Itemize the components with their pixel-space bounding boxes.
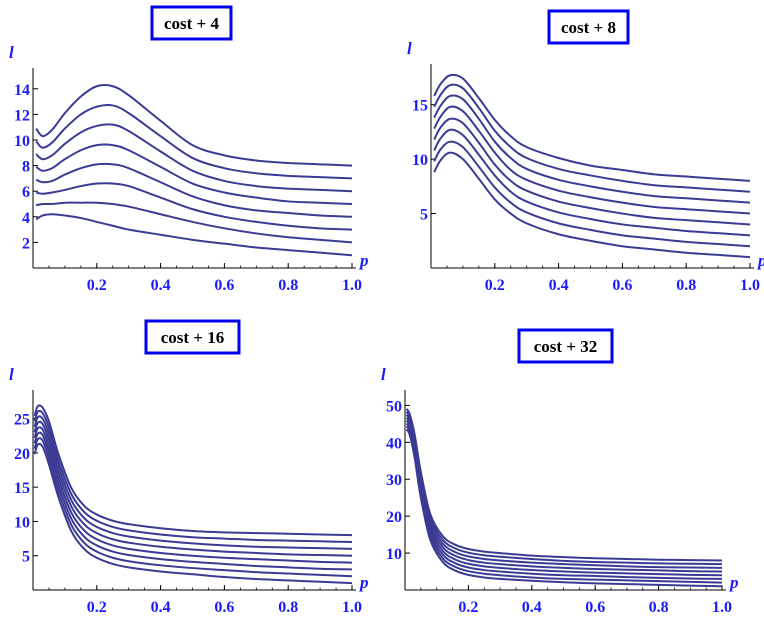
series-line-7 <box>33 409 353 543</box>
x-tick-label: 0.2 <box>458 599 478 616</box>
x-tick-label: 1.0 <box>712 599 732 616</box>
y-tick-label: 4 <box>22 210 30 227</box>
y-tick-label: 20 <box>14 446 30 463</box>
chart-title-box <box>547 9 630 45</box>
y-tick-label: 50 <box>386 398 402 415</box>
series-line-1 <box>35 213 353 257</box>
series-line-8 <box>405 408 723 562</box>
x-tick-label: 0.2 <box>485 277 505 294</box>
series-line-5 <box>33 420 353 557</box>
series-line-8 <box>33 404 353 537</box>
chart-title: cost + 4 <box>164 14 220 33</box>
series-line-4 <box>33 426 353 564</box>
y-tick-label: 15 <box>14 480 30 497</box>
x-tick-label: 0.4 <box>549 277 569 294</box>
x-tick-label: 0.6 <box>612 277 632 294</box>
series-line-8 <box>433 73 751 182</box>
chart-title-box <box>144 319 241 355</box>
y-tick-label: 2 <box>22 235 30 252</box>
y-tick-label: 15 <box>412 98 428 115</box>
y-axis-label: l <box>407 39 412 58</box>
x-tick-label: 0.8 <box>649 599 669 616</box>
x-tick-label: 0.4 <box>151 277 171 294</box>
x-axis-label: p <box>358 573 369 592</box>
y-tick-label: 14 <box>14 82 30 99</box>
x-tick-label: 0.6 <box>214 599 234 616</box>
x-tick-label: 1.0 <box>342 277 362 294</box>
series-line-3 <box>35 182 353 231</box>
y-axis-label: l <box>9 43 14 62</box>
series-line-7 <box>405 411 723 566</box>
series-line-4 <box>35 162 353 218</box>
x-tick-label: 1.0 <box>342 599 362 616</box>
series-line-1 <box>33 442 353 585</box>
series-line-6 <box>35 123 353 193</box>
x-tick-label: 0.8 <box>278 599 298 616</box>
series-line-7 <box>433 83 751 193</box>
chart-title-box <box>150 5 233 41</box>
chart-title: cost + 8 <box>561 18 616 37</box>
x-tick-label: 0.2 <box>87 599 107 616</box>
x-tick-label: 0.8 <box>278 277 298 294</box>
series-line-2 <box>433 140 751 248</box>
chart-panel-1: cost + 4 0.2 0.4 0.6 0.8 1.0 2 4 6 8 10 12 14 p l <box>9 5 369 294</box>
y-tick-label: 12 <box>14 107 30 124</box>
y-axis-label: l <box>9 365 14 384</box>
x-tick-label: 0.4 <box>522 599 542 616</box>
y-tick-label: 20 <box>386 509 402 526</box>
series-line-3 <box>433 128 751 237</box>
series-line-4 <box>433 117 751 226</box>
chart-panel-3: cost + 16 0.2 0.4 0.6 0.8 1.0 5 10 15 20 25 p l <box>9 319 369 616</box>
series-line-7 <box>35 103 353 180</box>
y-tick-label: 10 <box>386 546 402 563</box>
series-line-1 <box>433 151 751 259</box>
series-line-6 <box>33 415 353 550</box>
series-line-2 <box>33 437 353 578</box>
x-tick-label: 0.2 <box>87 277 107 294</box>
x-tick-label: 0.6 <box>585 599 605 616</box>
series-line-8 <box>35 84 353 167</box>
y-tick-label: 40 <box>386 435 402 452</box>
series-line-6 <box>433 94 751 204</box>
chart-title: cost + 16 <box>161 328 225 347</box>
series-line-5 <box>35 143 353 205</box>
y-tick-label: 5 <box>420 207 428 224</box>
x-tick-label: 0.8 <box>676 277 696 294</box>
x-axis-label: p <box>756 251 764 270</box>
chart-title-box <box>517 328 614 364</box>
y-tick-label: 5 <box>22 549 30 566</box>
y-tick-label: 8 <box>22 159 30 176</box>
x-axis-label: p <box>358 251 369 270</box>
x-tick-label: 1.0 <box>740 277 760 294</box>
x-axis-label: p <box>728 573 739 592</box>
chart-title: cost + 32 <box>534 337 598 356</box>
chart-panel-2: cost + 8 0.2 0.4 0.6 0.8 1.0 5 10 15 p l <box>407 9 764 294</box>
y-tick-label: 10 <box>14 133 30 150</box>
series-line-3 <box>33 431 353 571</box>
y-tick-label: 6 <box>22 184 30 201</box>
series-line-2 <box>35 201 353 244</box>
x-tick-label: 0.4 <box>151 599 171 616</box>
chart-panel-4: cost + 32 0.2 0.4 0.6 0.8 1.0 10 20 30 40 50 p l <box>381 328 739 616</box>
y-axis-label: l <box>381 365 386 384</box>
y-tick-label: 10 <box>412 152 428 169</box>
y-tick-label: 30 <box>386 472 402 489</box>
y-tick-label: 10 <box>14 514 30 531</box>
series-line-5 <box>433 105 751 215</box>
y-tick-label: 25 <box>14 412 30 429</box>
x-tick-label: 0.6 <box>214 277 234 294</box>
